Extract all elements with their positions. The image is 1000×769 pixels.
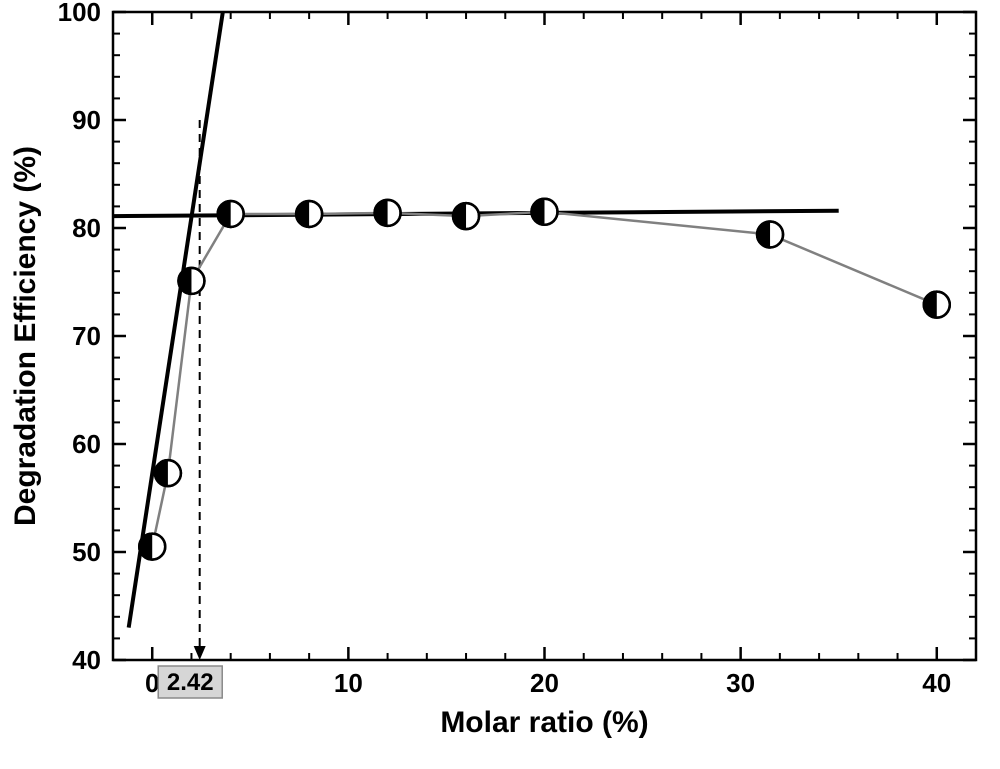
- fit-line-rising: [129, 12, 223, 628]
- data-series-line: [152, 212, 937, 547]
- data-marker: [375, 200, 401, 226]
- y-tick-label: 70: [72, 321, 101, 351]
- plot-group: [113, 12, 950, 660]
- plot-border: [113, 12, 976, 660]
- x-tick-label: 30: [726, 668, 755, 698]
- chart-svg: 0 10 20 30 40 40 50 60 70 80 90 100 Molar ratio (%) D…: [0, 0, 1000, 769]
- data-marker: [139, 534, 165, 560]
- data-marker: [757, 221, 783, 247]
- y-tick-label: 80: [72, 213, 101, 243]
- x-axis-label: Molar ratio (%): [440, 706, 648, 739]
- annotation-value: 2.42: [167, 669, 214, 696]
- data-marker: [155, 460, 181, 486]
- data-marker: [296, 201, 322, 227]
- y-tick-label: 60: [72, 429, 101, 459]
- y-tick-label: 90: [72, 105, 101, 135]
- data-marker: [178, 268, 204, 294]
- x-tick-label: 0: [145, 668, 159, 698]
- y-tick-label: 100: [58, 0, 101, 27]
- data-marker: [218, 201, 244, 227]
- x-tick-label: 40: [922, 668, 951, 698]
- x-tick-label: 20: [530, 668, 559, 698]
- x-tick-label: 10: [334, 668, 363, 698]
- chart-container: { "chart": { "type": "line-scatter", "ba…: [0, 0, 1000, 769]
- data-marker: [532, 199, 558, 225]
- y-tick-label: 50: [72, 537, 101, 567]
- annotation-arrowhead: [194, 646, 206, 660]
- data-marker: [453, 203, 479, 229]
- data-marker: [924, 292, 950, 318]
- y-tick-label: 40: [72, 645, 101, 675]
- y-axis-label: Degradation Efficiency (%): [9, 146, 42, 526]
